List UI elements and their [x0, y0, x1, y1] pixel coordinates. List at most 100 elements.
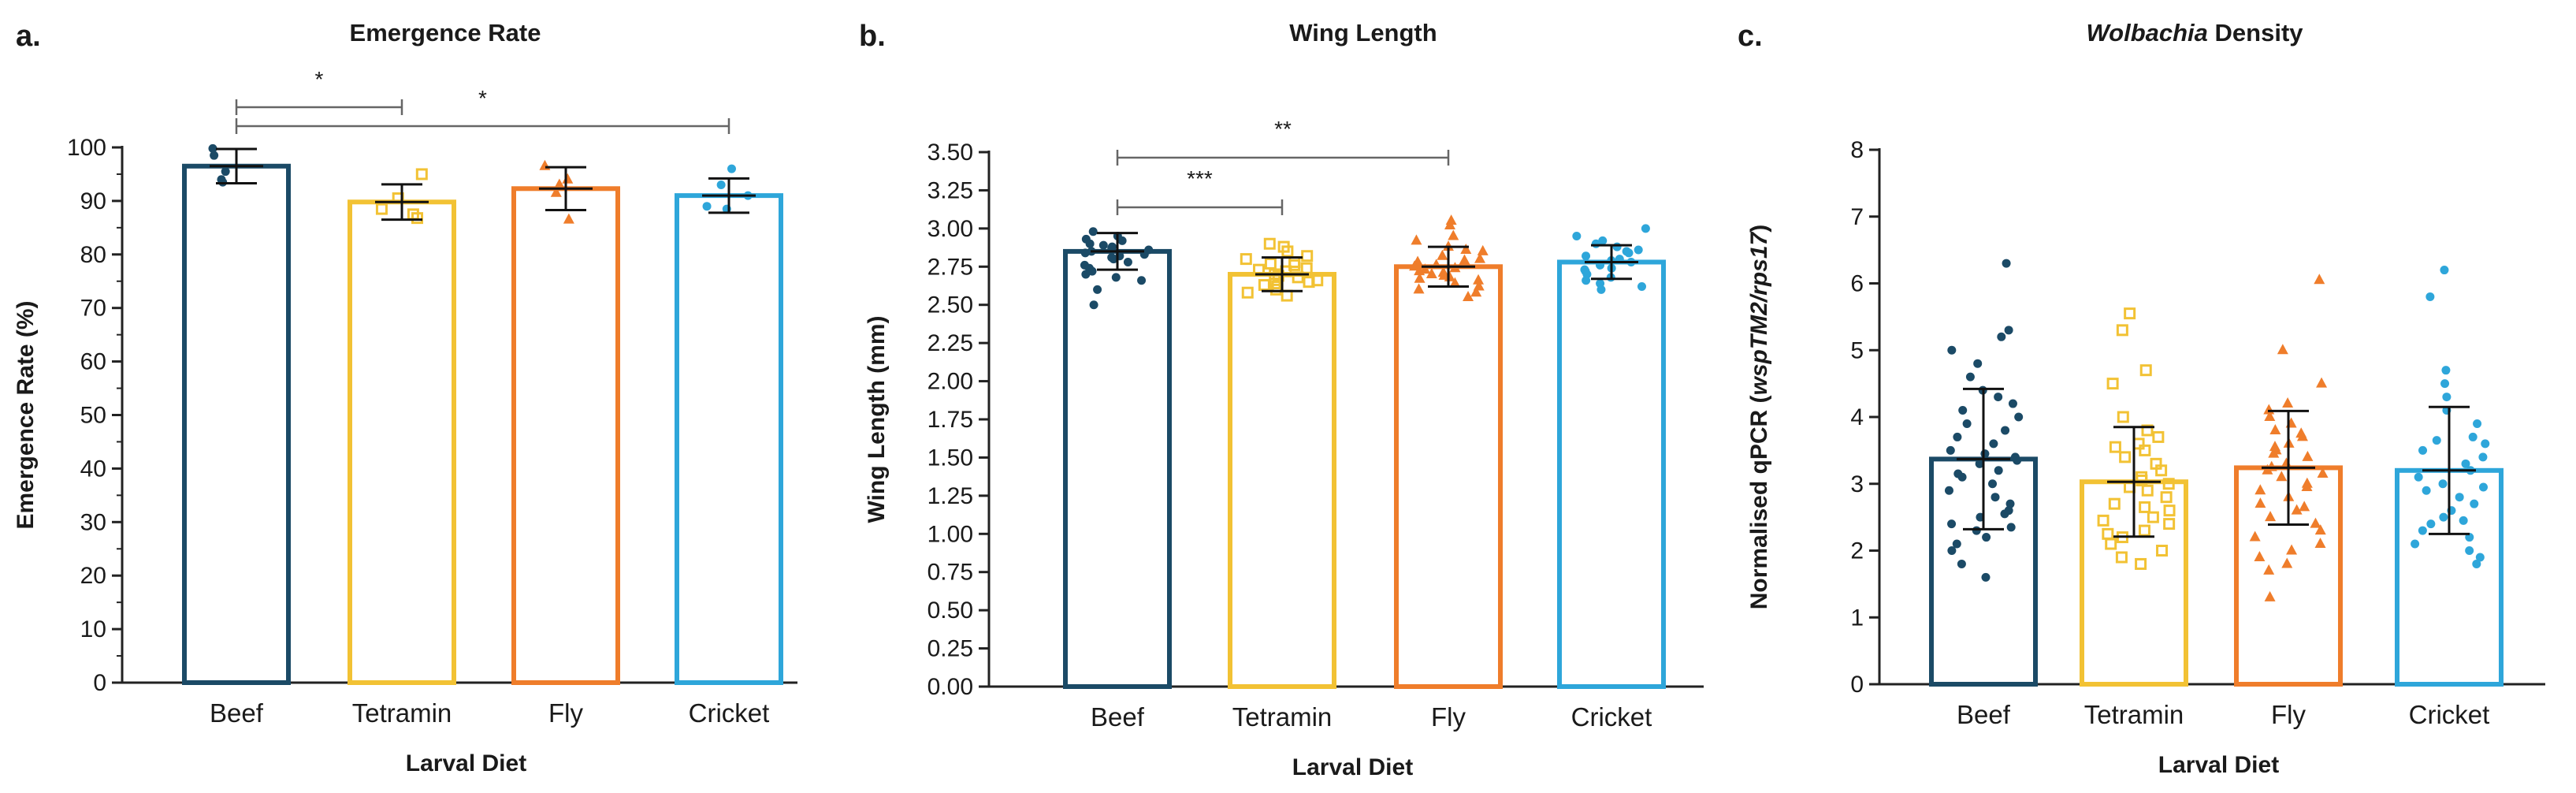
data-point — [2418, 526, 2427, 535]
x-tick-label: Tetramin — [1232, 702, 1333, 732]
data-point — [2117, 411, 2129, 423]
data-point — [2141, 484, 2154, 497]
y-tick-label: 0.00 — [927, 674, 973, 700]
data-point — [1972, 526, 1981, 535]
data-point — [1300, 262, 1313, 274]
data-point — [1965, 372, 1975, 382]
data-point — [2147, 511, 2159, 523]
panel-letter: c. — [1738, 20, 1763, 53]
data-point — [2439, 512, 2448, 522]
bar-beef — [1063, 248, 1172, 689]
data-point — [2282, 397, 2294, 408]
data-point — [2008, 399, 2017, 408]
y-tick-label: 2 — [1850, 538, 1864, 564]
data-point — [2440, 379, 2450, 389]
data-point — [2461, 459, 2470, 468]
x-tick-label: Cricket — [1571, 702, 1652, 732]
bar-fly — [1394, 264, 1503, 689]
y-tick-label: 30 — [80, 509, 106, 535]
y-tick-label: 1 — [1850, 605, 1864, 631]
y-tick-label: 2.00 — [927, 369, 973, 395]
data-point — [1263, 237, 1276, 250]
panel-a: a. Emergence Rate 0 10 20 30 40 50 60 70 80 90 100 Em… — [13, 19, 797, 776]
y-axis-label: Wing Length (mm) — [864, 315, 890, 523]
x-axis-label: Larval Diet — [2158, 752, 2279, 778]
x-tick-label: Tetramin — [352, 698, 452, 728]
x-axis-label: Larval Diet — [1292, 754, 1413, 780]
data-point — [2314, 274, 2325, 285]
data-point — [2160, 491, 2173, 504]
data-point — [2105, 538, 2117, 550]
data-point — [2135, 557, 2147, 570]
y-tick-label: 2.50 — [927, 292, 973, 318]
data-point — [1093, 285, 1102, 294]
data-point — [1598, 236, 1608, 245]
data-point — [1444, 218, 1456, 229]
bar-cricket — [1557, 259, 1666, 689]
significance-bracket: * — [235, 67, 403, 115]
data-point — [1637, 281, 1646, 291]
x-axis-label: Larval Diet — [406, 750, 526, 776]
data-point — [2316, 377, 2328, 388]
data-point — [2314, 524, 2326, 535]
panel-b: b. Wing Length 0.00 0.25 0.50 0.75 1.00 1.25 1.5… — [859, 19, 1704, 780]
data-point — [2269, 423, 2281, 434]
data-point — [1258, 279, 1270, 292]
data-point — [563, 213, 574, 224]
data-point — [2470, 499, 2479, 508]
data-point — [1281, 289, 1293, 302]
data-point — [1087, 266, 1097, 276]
data-point — [1117, 236, 1127, 245]
data-point — [2249, 531, 2261, 542]
data-point — [2139, 444, 2151, 456]
x-tick-label: Cricket — [2409, 700, 2490, 729]
data-point — [1952, 539, 1961, 549]
data-point — [1946, 445, 1955, 455]
data-point — [1269, 283, 1282, 296]
data-point — [2013, 456, 2022, 465]
data-point — [1947, 345, 1957, 355]
data-point — [727, 164, 736, 173]
data-point — [1414, 272, 1426, 283]
data-point — [1474, 252, 1486, 263]
data-point — [2440, 266, 2449, 275]
data-point — [2156, 545, 2169, 557]
panel-title: Wing Length — [1289, 19, 1437, 47]
data-point — [2264, 590, 2276, 601]
data-point — [1622, 247, 1631, 256]
panel-letter: a. — [16, 20, 41, 53]
y-axis-label-part: Emergence Rate (%) — [13, 300, 39, 529]
significance-label: ** — [1274, 117, 1292, 141]
data-point — [2314, 538, 2326, 549]
data-point — [2478, 482, 2488, 492]
data-point — [2411, 539, 2420, 549]
data-point — [1973, 359, 1983, 368]
y-tick-label: 60 — [80, 349, 106, 375]
data-point — [1414, 265, 1426, 276]
data-point — [411, 212, 424, 225]
y-tick-label: 8 — [1850, 137, 1864, 163]
data-point — [1473, 274, 1485, 285]
x-tick-label: Beef — [1091, 702, 1145, 732]
y-tick-label: 0 — [93, 670, 106, 696]
data-point — [1409, 260, 1421, 271]
data-point — [2301, 480, 2313, 491]
data-point — [1989, 439, 1998, 449]
data-point — [2277, 344, 2288, 355]
y-axis-label-part: ) — [1746, 225, 1772, 233]
data-point — [2162, 478, 2175, 490]
data-point — [1580, 265, 1589, 274]
significance-bracket: ** — [1116, 117, 1450, 166]
data-point — [2475, 553, 2485, 562]
bar-cricket — [675, 193, 783, 686]
panel-letter: b. — [859, 20, 886, 53]
data-point — [716, 181, 726, 190]
data-point — [2254, 497, 2266, 508]
significance-label: *** — [1187, 166, 1213, 191]
data-point — [1292, 271, 1304, 284]
bar-beef — [182, 163, 291, 685]
y-tick-label: 0.50 — [927, 598, 973, 624]
data-point — [1411, 234, 1422, 245]
data-point — [1426, 267, 1437, 278]
data-point — [553, 178, 565, 189]
